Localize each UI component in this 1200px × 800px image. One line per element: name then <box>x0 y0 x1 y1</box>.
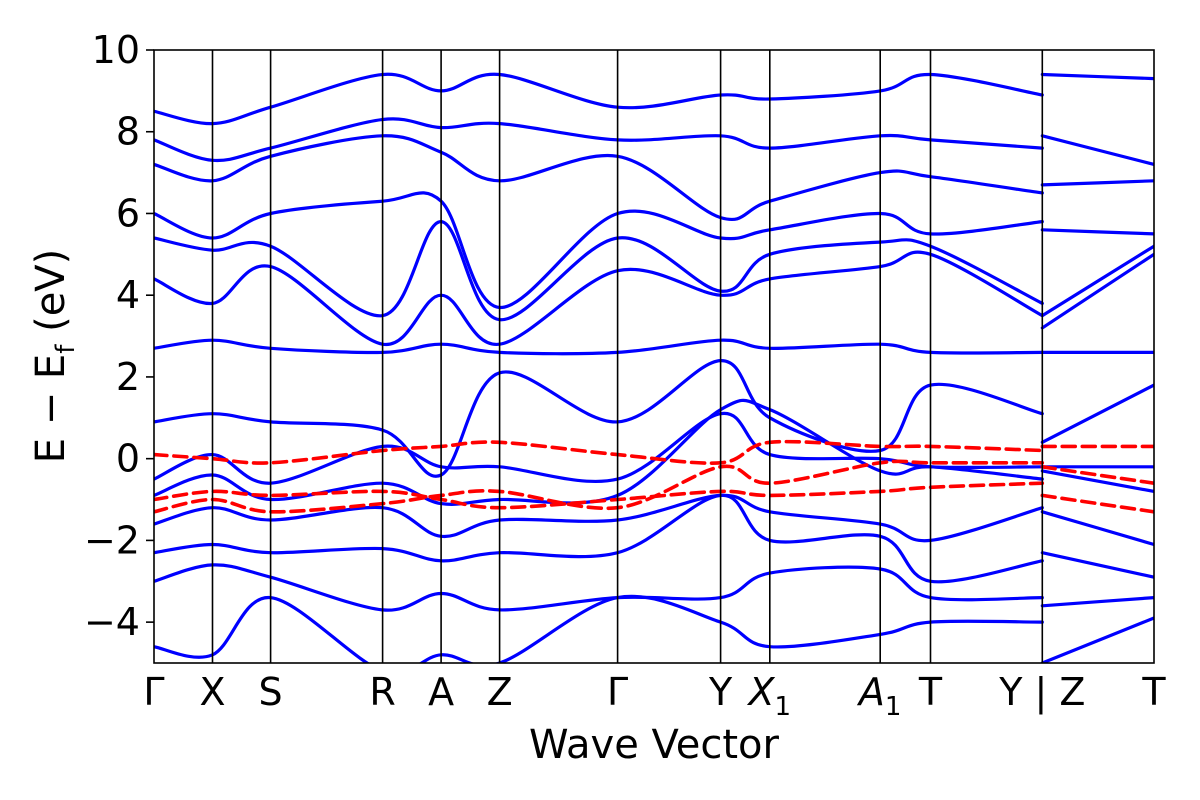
kpoint-label-10: T <box>918 670 943 714</box>
kpoint-label-12: T <box>1141 670 1166 714</box>
kpoint-label-11: Y | Z <box>998 670 1085 715</box>
kpoint-label-1: X <box>199 670 225 714</box>
kpoint-label-0: Γ <box>143 670 164 714</box>
y-tick-label-7: 10 <box>92 28 140 72</box>
band-line-dashed-0-0 <box>154 439 1045 465</box>
band-line-solid-2-1 <box>1040 551 1154 579</box>
band-line-dashed-1-1 <box>1040 465 1154 485</box>
band-line-solid-8-1 <box>1040 252 1154 330</box>
band-line-dashed-2-0 <box>154 481 1045 510</box>
band-line-dashed-2-1 <box>1040 493 1154 514</box>
y-ticks: −4 −2 0 2 4 6 8 10 <box>84 28 154 644</box>
band-line-solid-9-1 <box>1040 244 1154 318</box>
kpoint-label-8: X1 <box>747 670 792 722</box>
y-axis-label-main: E − E <box>28 354 74 464</box>
kpoint-label-7: Y <box>708 670 733 714</box>
kpoint-label-9: A1 <box>856 670 902 722</box>
y-tick-label-4: 4 <box>116 273 140 317</box>
kpoint-label-6: Γ <box>607 670 628 714</box>
kpoint-lines <box>211 50 1044 663</box>
band-line-solid-3-1 <box>1040 510 1154 547</box>
x-axis-label: Wave Vector <box>529 722 780 768</box>
y-tick-label-6: 8 <box>116 110 140 154</box>
plot-area <box>154 50 1154 663</box>
band-line-solid-11-1 <box>1040 179 1154 187</box>
y-tick-label-2: 0 <box>116 437 140 481</box>
band-line-dashed-1-0 <box>154 459 1045 514</box>
band-line-solid-6-0 <box>154 358 1044 478</box>
band-line-solid-10-1 <box>1040 228 1154 236</box>
band-line-solid-13-0 <box>154 72 1044 126</box>
plot-frame <box>153 49 1155 664</box>
band-line-solid-12-1 <box>1040 134 1154 166</box>
y-tick-label-1: −2 <box>84 518 140 562</box>
kpoint-label-5: Z <box>487 670 513 714</box>
y-tick-label-5: 6 <box>116 191 140 235</box>
kpoint-label-3: R <box>369 670 395 714</box>
band-line-solid-13-1 <box>1040 72 1154 81</box>
y-tick-label-3: 2 <box>116 355 140 399</box>
kpoint-label-4: A <box>428 670 454 714</box>
band-line-solid-4-1 <box>1040 469 1154 493</box>
y-axis-label: E − Ef (eV) <box>28 249 81 464</box>
y-axis-label-unit: (eV) <box>28 249 74 345</box>
band-line-solid-1-1 <box>1040 596 1154 608</box>
kpoint-label-2: S <box>259 670 283 714</box>
y-axis-label-sub: f <box>51 344 81 354</box>
band-line-solid-0-1 <box>1040 616 1154 663</box>
y-tick-label-0: −4 <box>84 600 140 644</box>
band-line-solid-1-0 <box>154 563 1044 612</box>
band-line-solid-6-1 <box>1040 383 1154 444</box>
